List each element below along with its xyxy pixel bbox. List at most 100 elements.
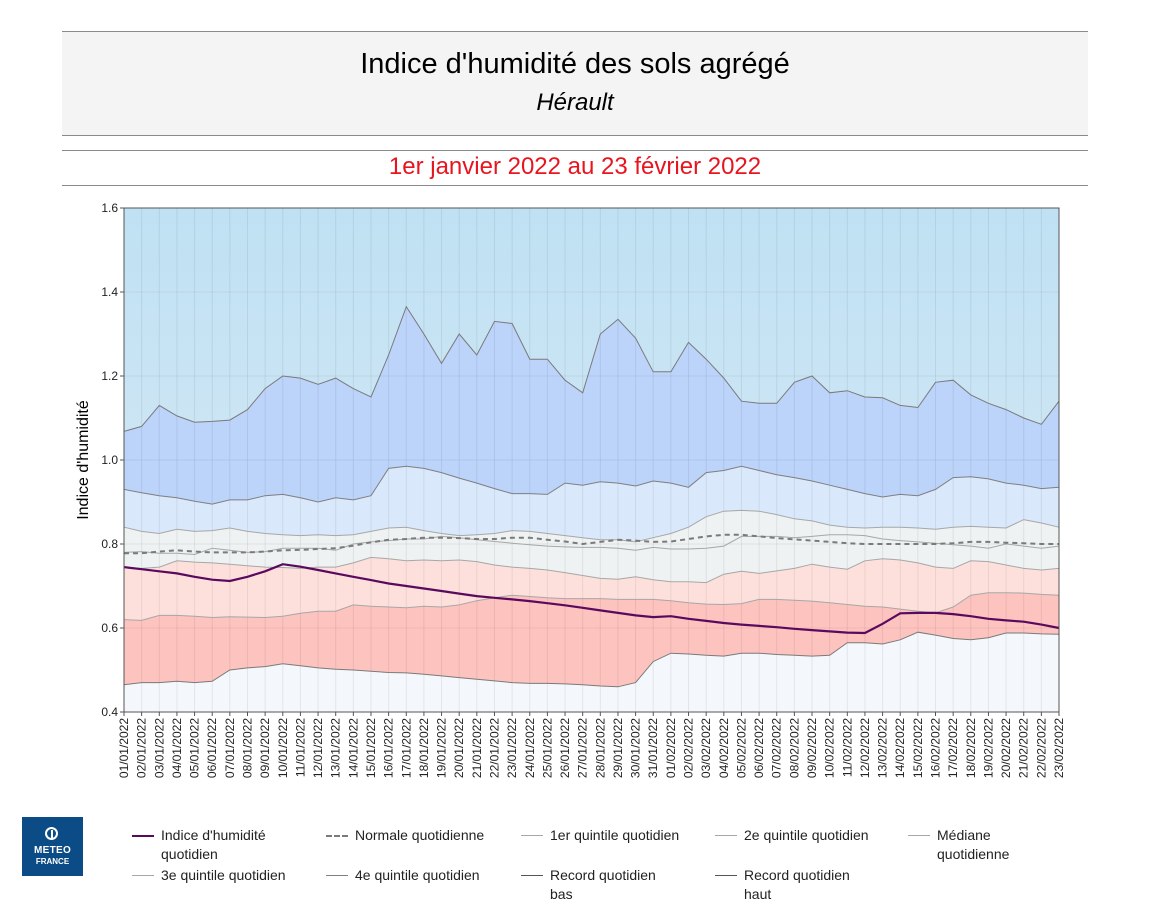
legend-label-line: Indice d'humidité	[161, 827, 266, 843]
legend-label-line: 3e quintile quotidien	[161, 867, 286, 883]
x-tick-label: 05/02/2022	[734, 718, 748, 778]
x-tick-label: 18/01/2022	[417, 718, 431, 778]
x-tick-label: 15/01/2022	[364, 718, 378, 778]
y-tick-label: 1.0	[101, 453, 118, 467]
x-tick-label: 21/02/2022	[1017, 718, 1031, 778]
legend-label-line: quotidienne	[937, 846, 1010, 862]
legend-label-median: Médiane quotidienne	[937, 826, 1107, 864]
x-tick-label: 08/01/2022	[240, 718, 254, 778]
series-line-q4	[123, 465, 1060, 505]
band-q3-q4	[124, 466, 1059, 542]
x-tick-label: 05/01/2022	[188, 718, 202, 778]
logo-text-line1: METEO	[33, 845, 72, 856]
x-tick-label: 06/01/2022	[205, 718, 219, 778]
x-tick-label: 13/02/2022	[876, 718, 890, 778]
y-tick-label: 1.6	[101, 201, 118, 215]
x-tick-label: 12/02/2022	[858, 718, 872, 778]
series-line-record_high	[123, 305, 1060, 432]
y-tick-label: 1.2	[101, 369, 118, 383]
x-tick-label: 20/02/2022	[999, 718, 1013, 778]
series-line-record_low	[123, 631, 1060, 688]
x-tick-label: 11/02/2022	[840, 718, 854, 777]
series-lines	[123, 305, 1060, 688]
legend-label-q4: 4e quintile quotidien	[355, 866, 525, 885]
band-q4-record-high	[124, 306, 1059, 505]
x-tick-label: 17/02/2022	[946, 718, 960, 778]
legend-swatch-median	[908, 835, 930, 836]
band-below-record-low	[124, 632, 1059, 712]
x-tick-label: 03/01/2022	[152, 718, 166, 778]
x-tick-label: 09/02/2022	[805, 718, 819, 778]
legend-label-line: 1er quintile quotidien	[550, 827, 680, 843]
x-tick-label: 31/01/2022	[646, 718, 660, 778]
legend-label-line: haut	[744, 886, 772, 902]
y-tick-label: 1.4	[101, 285, 118, 299]
band-record-low-q1	[124, 592, 1059, 687]
x-tick-label: 20/01/2022	[452, 718, 466, 778]
series-line-q1	[123, 592, 1060, 621]
legend-label-line: 4e quintile quotidien	[355, 867, 480, 883]
series-line-q3	[123, 509, 1060, 543]
legend-label-line: bas	[550, 886, 573, 902]
legend-label-line: Médiane	[937, 827, 991, 843]
axes: 0.4 0.6 0.8 1.0 1.2 1.4 1.6 01/01/2022 02/01/202…	[101, 201, 1066, 778]
x-tick-label: 15/02/2022	[911, 718, 925, 778]
legend-swatch-q3	[132, 875, 154, 876]
legend-swatch-q4	[326, 875, 348, 876]
legend-label-line: Record quotidien	[550, 867, 656, 883]
legend-label-line: Normale quotidienne	[355, 827, 485, 843]
x-tick-label: 04/02/2022	[717, 718, 731, 778]
x-tick-label: 22/02/2022	[1034, 718, 1048, 778]
period-label: 1er janvier 2022 au 23 février 2022	[388, 153, 762, 180]
x-tick-label: 13/01/2022	[329, 718, 343, 778]
x-tick-label: 01/01/2022	[117, 718, 131, 778]
y-axis-label: Indice d'humidité	[75, 400, 92, 520]
x-tick-label: 30/01/2022	[629, 718, 643, 778]
legend-label-line: Record quotidien	[744, 867, 850, 883]
x-tick-label: 17/01/2022	[399, 718, 413, 778]
x-tick-label: 23/01/2022	[505, 718, 519, 778]
legend-label-q1: 1er quintile quotidien	[550, 826, 720, 845]
x-tick-label: 12/01/2022	[311, 718, 325, 778]
chart-subtitle: Hérault	[536, 89, 614, 116]
legend-label-q2: 2e quintile quotidien	[744, 826, 914, 845]
x-tick-label: 02/01/2022	[135, 718, 149, 778]
legend-swatch-index	[132, 835, 154, 837]
x-tick-label: 08/02/2022	[787, 718, 801, 778]
x-tick-label: 25/01/2022	[540, 718, 554, 778]
x-tick-label: 07/01/2022	[223, 718, 237, 778]
series-line-index	[123, 563, 1060, 635]
x-tick-label: 03/02/2022	[699, 718, 713, 778]
x-tick-label: 02/02/2022	[682, 718, 696, 778]
x-tick-label: 27/01/2022	[576, 718, 590, 778]
legend-swatch-record_high	[715, 875, 737, 876]
soil-moisture-chart: 0.4 0.6 0.8 1.0 1.2 1.4 1.6 01/01/2022 02/01/202…	[75, 201, 1066, 778]
x-tick-label: 24/01/2022	[523, 718, 537, 778]
y-tick-label: 0.4	[101, 705, 118, 719]
x-tick-label: 06/02/2022	[752, 718, 766, 778]
x-tick-label: 04/01/2022	[170, 718, 184, 778]
x-tick-label: 26/01/2022	[558, 718, 572, 778]
legend-swatch-normal	[326, 835, 348, 837]
legend-label-record_low: Record quotidien bas	[550, 866, 720, 904]
x-tick-label: 16/02/2022	[929, 718, 943, 778]
x-tick-label: 21/01/2022	[470, 718, 484, 778]
series-line-normal	[124, 533, 1059, 555]
x-tick-label: 09/01/2022	[258, 718, 272, 778]
legend-swatch-record_low	[521, 875, 543, 876]
grid-lines	[124, 207, 1059, 713]
y-tick-label: 0.8	[101, 537, 118, 551]
x-tick-label: 11/01/2022	[293, 718, 307, 777]
legend-label-record_high: Record quotidien haut	[744, 866, 914, 904]
x-tick-label: 19/02/2022	[981, 718, 995, 778]
band-q1-q2	[124, 557, 1059, 621]
x-tick-label: 22/01/2022	[487, 718, 501, 778]
legend-label-index: Indice d'humidité quotidien	[161, 826, 331, 864]
legend-label-line: 2e quintile quotidien	[744, 827, 869, 843]
x-tick-label: 07/02/2022	[770, 718, 784, 778]
x-tick-label: 29/01/2022	[611, 718, 625, 778]
chart-title: Indice d'humidité des sols agrégé	[360, 48, 790, 80]
logo-text-line2: FRANCE	[35, 857, 70, 866]
x-tick-label: 10/01/2022	[276, 718, 290, 778]
x-tick-label: 01/02/2022	[664, 718, 678, 778]
